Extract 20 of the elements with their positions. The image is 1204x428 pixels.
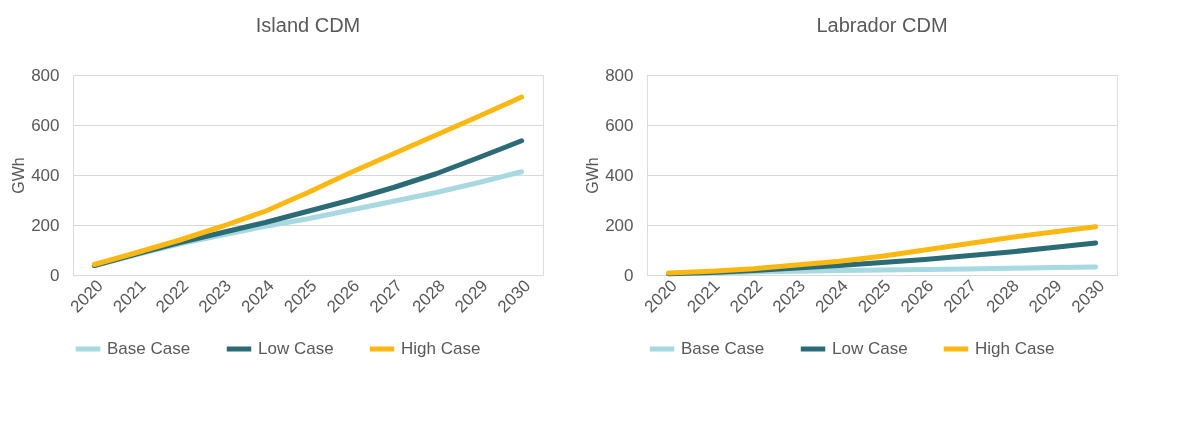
y-tick-label: 400 [605, 165, 634, 185]
y-tick-label: 800 [605, 65, 634, 85]
chart-title: Labrador CDM [816, 14, 948, 36]
chart-title: Island CDM [255, 14, 361, 36]
y-tick-label: 200 [605, 215, 634, 235]
y-tick-label: 800 [31, 65, 60, 85]
legend-label: Low Case [832, 339, 908, 358]
legend-label: High Case [401, 339, 481, 358]
y-tick-label: 200 [31, 215, 60, 235]
legend-label: Base Case [681, 339, 765, 358]
y-tick-label: 400 [31, 165, 60, 185]
y-tick-label: 0 [50, 265, 60, 285]
y-axis-title: GWh [10, 157, 28, 194]
y-axis-title: GWh [584, 157, 602, 194]
y-tick-label: 600 [31, 115, 60, 135]
y-tick-label: 0 [624, 265, 634, 285]
y-tick-label: 600 [605, 115, 634, 135]
legend-label: High Case [975, 339, 1055, 358]
legend-label: Low Case [258, 339, 334, 358]
legend-label: Base Case [107, 339, 191, 358]
